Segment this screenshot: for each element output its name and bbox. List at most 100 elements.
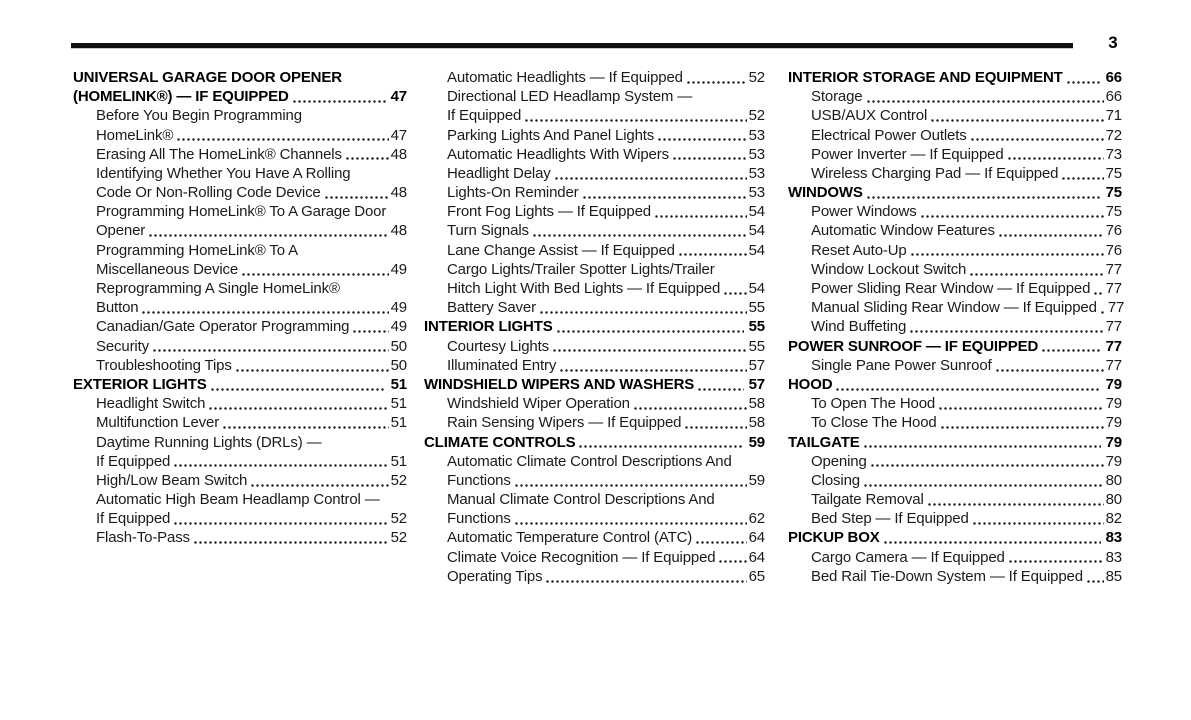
dot-leader (323, 195, 389, 199)
toc-entry-text: INTERIOR LIGHTS (424, 318, 553, 336)
toc-entry-text: WINDOWS (788, 184, 863, 202)
toc-heading: WINDOWS 75 (788, 183, 1122, 202)
toc-entry-text: Windshield Wiper Operation (447, 395, 630, 413)
dot-leader (1061, 176, 1104, 180)
toc-entry-text: Power Sliding Rear Window — If Equipped (811, 280, 1091, 298)
dot-leader (632, 406, 747, 410)
toc-entry-page: 58 (748, 395, 766, 413)
toc-entry-page: 73 (1105, 145, 1123, 163)
toc-entry-text: If Equipped (447, 107, 522, 125)
toc-entry-text: Opening (811, 452, 867, 470)
toc-entry-page: 76 (1105, 241, 1123, 259)
toc-entry-text: CLIMATE CONTROLS (424, 433, 576, 451)
toc-entry: Automatic Headlights — If Equipped 52 (424, 68, 765, 87)
toc-entry: Automatic Climate Control Descriptions A… (424, 452, 765, 471)
toc-entry: Wireless Charging Pad — If Equipped 75 (788, 164, 1122, 183)
dot-leader (173, 464, 389, 468)
toc-entry-page: 79 (1105, 452, 1123, 470)
toc-entry-text: Daytime Running Lights (DRLs) — (96, 433, 322, 451)
toc-entry: Courtesy Lights 55 (424, 337, 765, 356)
dot-leader (551, 349, 747, 353)
toc-entry: Opening 79 (788, 452, 1122, 471)
toc-entry-text: Code Or Non-Rolling Code Device (96, 184, 321, 202)
toc-entry: Single Pane Power Sunroof 77 (788, 356, 1122, 375)
toc-entry: Flash-To-Pass 52 (73, 529, 407, 548)
toc-entry-text: Headlight Delay (447, 164, 551, 182)
dot-leader (1065, 80, 1101, 84)
toc-heading: UNIVERSAL GARAGE DOOR OPENER (73, 68, 407, 87)
toc-entry-text: Wind Buffeting (811, 318, 907, 336)
dot-leader (545, 579, 747, 583)
dot-leader (148, 234, 389, 238)
toc-entry-page: 53 (748, 184, 766, 202)
toc-entry-page: 58 (748, 414, 766, 432)
dot-leader (862, 445, 1101, 449)
toc-entry-text: Lane Change Assist — If Equipped (447, 241, 675, 259)
toc-entry: Power Inverter — If Equipped 73 (788, 145, 1122, 164)
toc-entry-text: Functions (447, 471, 511, 489)
toc-entry: High/Low Beam Switch 52 (73, 471, 407, 490)
toc-entry: Multifunction Lever 51 (73, 413, 407, 432)
toc-entry: If Equipped 52 (73, 509, 407, 528)
toc-entry-page: 48 (390, 145, 408, 163)
dot-leader (677, 253, 747, 257)
toc-entry-page: 55 (748, 299, 766, 317)
toc-entry-page: 59 (748, 471, 766, 489)
toc-entry-text: High/Low Beam Switch (96, 471, 248, 489)
toc-entry-page: 77 (1105, 356, 1123, 374)
toc-entry-page: 76 (1105, 222, 1123, 240)
dot-leader (241, 272, 389, 276)
toc-entry-text: Storage (811, 88, 863, 106)
dot-leader (869, 464, 1104, 468)
toc-entry-page: 52 (748, 107, 766, 125)
toc-entry: Tailgate Removal 80 (788, 490, 1122, 509)
toc-entry-page: 55 (748, 337, 766, 355)
toc-entry-page: 77 (1105, 337, 1123, 355)
toc-entry: Code Or Non-Rolling Code Device 48 (73, 183, 407, 202)
toc-entry: Climate Voice Recognition — If Equipped 6… (424, 548, 765, 567)
toc-entry-text: Programming HomeLink® To A Garage Door (96, 203, 387, 221)
dot-leader (685, 80, 747, 84)
toc-entry-text: Battery Saver (447, 299, 536, 317)
toc-entry-text: Bed Rail Tie-Down System — If Equipped (811, 567, 1083, 585)
dot-leader (208, 406, 389, 410)
dot-leader (553, 176, 747, 180)
dot-leader (538, 310, 747, 314)
toc-entry: Erasing All The HomeLink® Channels 48 (73, 145, 407, 164)
toc-entry: Illuminated Entry 57 (424, 356, 765, 375)
dot-leader (930, 119, 1104, 123)
toc-entry-text: To Close The Hood (811, 414, 937, 432)
toc-heading: INTERIOR STORAGE AND EQUIPMENT 66 (788, 68, 1122, 87)
toc-entry-text: If Equipped (96, 452, 171, 470)
toc-entry: Cargo Lights/Trailer Spotter Lights/Trai… (424, 260, 765, 279)
toc-entry-page: 49 (390, 260, 408, 278)
toc-entry: HomeLink® 47 (73, 126, 407, 145)
toc-entry-page: 80 (1105, 491, 1123, 509)
toc-entry-page: 55 (748, 318, 766, 336)
toc-entry: Headlight Delay 53 (424, 164, 765, 183)
toc-entry-text: Directional LED Headlamp System — (447, 88, 693, 106)
dot-leader (524, 119, 747, 123)
dot-leader (695, 541, 747, 545)
dot-leader (152, 349, 389, 353)
toc-entry-text: Tailgate Removal (811, 491, 924, 509)
dot-leader (971, 522, 1104, 525)
toc-entry-page: 75 (1105, 184, 1123, 202)
toc-entry-text: Power Windows (811, 203, 917, 221)
toc-entry: To Close The Hood 79 (788, 413, 1122, 432)
dot-leader (671, 157, 747, 161)
toc-entry: Identifying Whether You Have A Rolling (73, 164, 407, 183)
toc-entry-text: Climate Voice Recognition — If Equipped (447, 548, 716, 566)
toc-entry-text: Manual Climate Control Descriptions And (447, 491, 715, 509)
toc-entry: Manual Sliding Rear Window — If Equipped… (788, 298, 1124, 317)
toc-column-2: Automatic Headlights — If Equipped 52 Dire… (424, 68, 765, 586)
toc-entry-page: 48 (390, 222, 408, 240)
toc-entry: Windshield Wiper Operation 58 (424, 394, 765, 413)
dot-leader (865, 195, 1101, 199)
toc-entry-page: 64 (748, 548, 766, 566)
toc-heading: HOOD 79 (788, 375, 1122, 394)
toc-entry: Automatic High Beam Headlamp Control — (73, 490, 407, 509)
toc-entry-text: Programming HomeLink® To A (96, 241, 298, 259)
toc-entry: Daytime Running Lights (DRLs) — (73, 433, 407, 452)
toc-heading: POWER SUNROOF — IF EQUIPPED 77 (788, 337, 1122, 356)
